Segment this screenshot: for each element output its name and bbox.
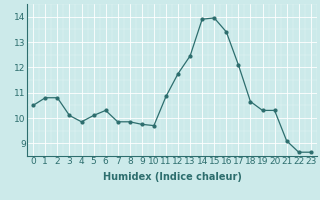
X-axis label: Humidex (Indice chaleur): Humidex (Indice chaleur): [103, 172, 241, 182]
